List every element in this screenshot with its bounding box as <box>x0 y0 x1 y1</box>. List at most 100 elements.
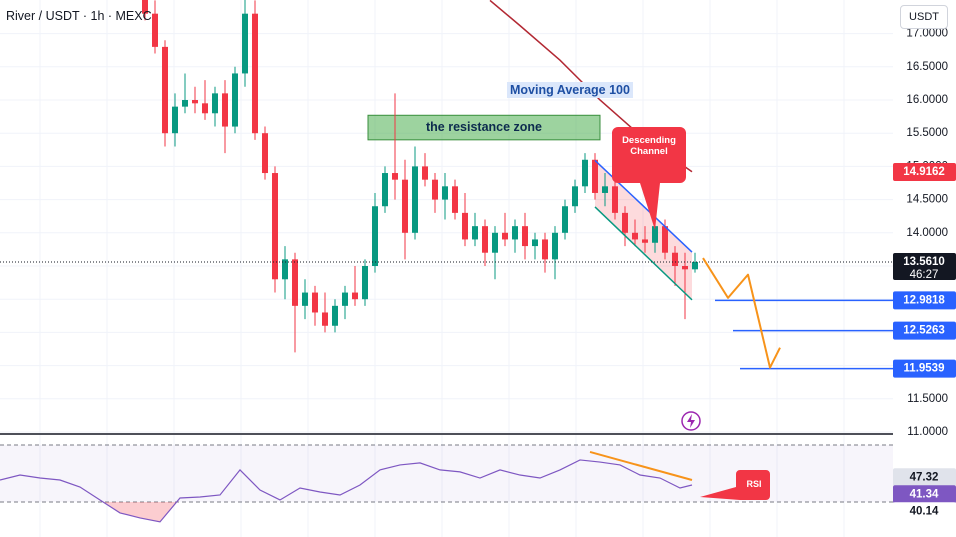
candle-body <box>632 232 638 240</box>
candle-body <box>462 212 468 240</box>
y-tick-label: 11.0000 <box>907 426 948 438</box>
resistance-zone <box>367 114 601 141</box>
channel-fill <box>595 160 692 300</box>
candle-body <box>162 46 168 134</box>
price-pane: the resistance zone <box>0 0 893 433</box>
y-tick-label: 14.0000 <box>906 227 948 239</box>
candle-body <box>562 206 568 233</box>
projection-path <box>702 257 781 369</box>
candle-body <box>292 259 298 306</box>
candle-body <box>262 133 268 174</box>
candle-body <box>282 259 288 280</box>
candle-body <box>502 232 508 240</box>
countdown: 46:27 <box>910 269 939 281</box>
annotations <box>612 127 770 500</box>
candle-body <box>182 99 188 107</box>
price-tag-label: 13.5610 <box>903 256 945 268</box>
channel-upper <box>594 159 693 253</box>
price-tag-label: 47.32 <box>910 471 939 483</box>
candle-body <box>402 179 408 233</box>
candle-body <box>582 159 588 187</box>
candle-body <box>442 186 448 200</box>
currency-button[interactable]: USDT <box>900 5 948 29</box>
candle-body <box>552 232 558 260</box>
candle-body <box>692 261 698 270</box>
candle-body <box>202 103 208 114</box>
candle-body <box>242 13 248 74</box>
candle-body <box>472 226 478 240</box>
price-tag <box>893 321 956 340</box>
channel-label: Descending Channel <box>622 135 676 157</box>
candle-body <box>232 73 238 127</box>
candle-body <box>672 252 678 266</box>
candle-body <box>662 226 668 253</box>
candle-body <box>482 226 488 253</box>
resistance-zone-label: the resistance zone <box>426 120 542 134</box>
alert-icon-bolt <box>687 414 695 428</box>
callout-box <box>612 127 686 230</box>
candle-body <box>492 232 498 253</box>
price-tag <box>893 252 956 280</box>
candle-body <box>332 305 338 326</box>
candle-body <box>252 13 258 134</box>
candle-body <box>522 226 528 247</box>
rsi-label: RSI <box>746 479 762 489</box>
price-tag-label: 41.34 <box>910 488 939 500</box>
candle-body <box>312 292 318 313</box>
candle-body <box>412 166 418 233</box>
y-tick-label: 11.5000 <box>907 393 948 405</box>
price-tag-label: 12.9818 <box>903 294 945 306</box>
rsi-line <box>0 459 693 523</box>
price-tag <box>893 359 956 378</box>
candle-body <box>392 173 398 180</box>
candle-body <box>432 179 438 200</box>
y-tick-label: 15.5000 <box>906 127 948 139</box>
ma-label: Moving Average 100 <box>507 82 633 98</box>
price-tag <box>893 291 956 310</box>
candle-body <box>592 159 598 193</box>
candle-body <box>212 93 218 114</box>
candle-body <box>372 206 378 266</box>
candle-body <box>512 226 518 240</box>
candle-body <box>152 13 158 47</box>
candle-body <box>342 292 348 306</box>
price-tag-label: 11.9539 <box>904 363 945 375</box>
candle-body <box>602 186 608 193</box>
price-axis: 11.000011.500012.000012.500013.000013.50… <box>893 0 956 537</box>
candle-body <box>142 0 148 14</box>
rsi-trendline <box>589 450 693 481</box>
price-tag <box>893 502 956 521</box>
candle-body <box>622 212 628 233</box>
candle-body <box>612 186 618 213</box>
candle-body <box>352 292 358 300</box>
candle-body <box>572 186 578 207</box>
candle-body <box>192 99 198 104</box>
rsi-callout-box <box>700 470 770 500</box>
candle-body <box>222 93 228 127</box>
candle-body <box>322 312 328 326</box>
price-tag-label: 40.14 <box>910 505 939 517</box>
candle-body <box>642 239 648 243</box>
candle-body <box>652 226 658 243</box>
candle-body <box>542 239 548 260</box>
price-tag <box>893 162 956 181</box>
channel-lower <box>594 206 693 301</box>
price-tag-label: 12.5263 <box>903 325 945 337</box>
candle-body <box>302 292 308 306</box>
candle-body <box>362 265 368 300</box>
candle-body <box>682 265 688 270</box>
candle-body <box>452 186 458 213</box>
y-tick-label: 16.0000 <box>906 94 948 106</box>
candle-body <box>272 173 278 280</box>
price-tag <box>893 468 956 487</box>
symbol-title: River / USDT · 1h · MEXC <box>6 9 152 23</box>
candle-body <box>172 106 178 134</box>
y-tick-label: 14.5000 <box>906 194 948 206</box>
candle-body <box>532 239 538 247</box>
y-tick-label: 16.5000 <box>906 61 948 73</box>
price-tag-label: 14.9162 <box>903 166 945 178</box>
y-tick-label: 17.0000 <box>906 28 948 40</box>
rsi-oversold-fill <box>0 501 692 522</box>
